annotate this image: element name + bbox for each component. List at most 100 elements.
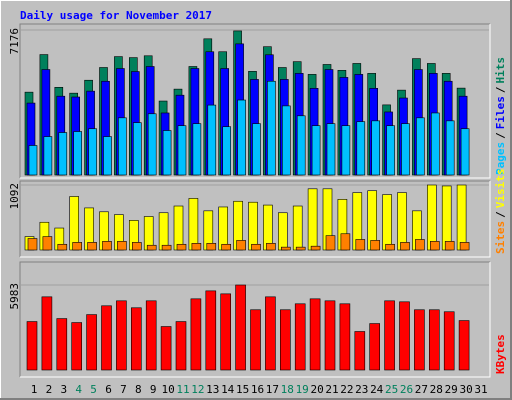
bar xyxy=(220,293,231,371)
bar xyxy=(415,239,425,251)
chart-title: Daily usage for November 2017 xyxy=(20,9,212,22)
bar xyxy=(428,309,440,371)
bar xyxy=(57,243,68,251)
legend-separator: / xyxy=(494,86,507,93)
x-tick-label: 11 xyxy=(176,383,189,396)
x-tick-label: 26 xyxy=(400,383,413,396)
panel-light xyxy=(20,24,491,179)
bar xyxy=(190,298,202,371)
bar xyxy=(267,80,276,176)
bar xyxy=(237,99,246,176)
x-tick-label: 16 xyxy=(251,383,264,396)
bar xyxy=(71,322,82,371)
legend-separator: / xyxy=(494,132,507,139)
legend: KBytes xyxy=(494,334,507,374)
x-tick-label: 28 xyxy=(430,383,443,396)
bar xyxy=(430,112,440,176)
bar xyxy=(355,239,366,251)
bar xyxy=(443,311,455,371)
x-tick-label: 21 xyxy=(325,383,338,396)
bar xyxy=(248,201,258,251)
legend-entry: Hits xyxy=(494,57,507,84)
bar xyxy=(206,243,217,251)
bar xyxy=(175,321,187,371)
bar xyxy=(191,243,202,251)
panel-shadow xyxy=(19,261,490,377)
bar xyxy=(176,243,187,251)
panel-light xyxy=(20,181,491,258)
legend-separator: / xyxy=(494,211,507,218)
legend: Pages / Files / Hits xyxy=(494,57,507,175)
bar xyxy=(158,212,169,251)
bar xyxy=(118,117,127,176)
bar xyxy=(251,243,261,251)
bar xyxy=(416,117,425,176)
bar xyxy=(340,233,351,251)
bar xyxy=(103,136,112,176)
bar xyxy=(133,122,142,176)
bar xyxy=(326,123,336,176)
bar xyxy=(86,314,97,371)
bar xyxy=(384,300,395,371)
bar xyxy=(292,205,303,251)
bar xyxy=(72,242,82,251)
bar xyxy=(397,192,407,251)
x-tick-label: 19 xyxy=(296,383,309,396)
bar xyxy=(400,242,410,251)
x-tick-label: 27 xyxy=(415,383,428,396)
bar xyxy=(459,242,470,251)
bar xyxy=(386,125,395,176)
panel-shadow xyxy=(19,23,490,178)
bar xyxy=(341,125,351,176)
x-tick-label: 25 xyxy=(385,383,398,396)
bar xyxy=(132,242,142,251)
bar xyxy=(147,113,157,176)
bar xyxy=(222,126,231,176)
x-tick-label: 15 xyxy=(236,383,249,396)
bar xyxy=(56,318,68,371)
x-tick-label: 3 xyxy=(60,383,67,396)
x-tick-label: 17 xyxy=(266,383,279,396)
bar xyxy=(356,121,366,176)
bar xyxy=(42,236,53,251)
bar xyxy=(414,309,425,371)
bar xyxy=(296,115,306,176)
bar xyxy=(177,125,187,176)
x-tick-label: 1 xyxy=(31,383,38,396)
bar xyxy=(236,240,246,251)
x-tick-label: 10 xyxy=(161,383,174,396)
legend-entry: KBytes xyxy=(494,334,507,374)
panel-shadow xyxy=(19,180,490,257)
bar xyxy=(309,298,321,371)
bar xyxy=(43,136,53,176)
bar xyxy=(27,238,38,251)
bar xyxy=(101,305,112,371)
x-tick-label: 18 xyxy=(281,383,294,396)
bar xyxy=(385,243,395,251)
bar xyxy=(310,245,321,251)
bar xyxy=(161,244,172,251)
bar xyxy=(401,123,410,176)
bar xyxy=(117,241,127,251)
bar xyxy=(382,194,392,251)
bar xyxy=(444,241,455,251)
y-tick-label: 1092 xyxy=(8,183,21,210)
x-tick-label: 22 xyxy=(340,383,353,396)
bar xyxy=(26,321,38,371)
x-tick-label: 6 xyxy=(105,383,112,396)
bar xyxy=(235,284,246,371)
bar xyxy=(311,125,321,176)
bar xyxy=(160,326,172,371)
x-tick-label: 24 xyxy=(370,383,384,396)
bar xyxy=(369,323,381,371)
bar xyxy=(441,185,452,251)
legend-entry: Sites xyxy=(494,221,507,254)
x-tick-label: 14 xyxy=(221,383,235,396)
bar xyxy=(250,309,261,371)
bar xyxy=(354,331,366,371)
bar xyxy=(399,301,410,371)
bar xyxy=(192,123,202,176)
